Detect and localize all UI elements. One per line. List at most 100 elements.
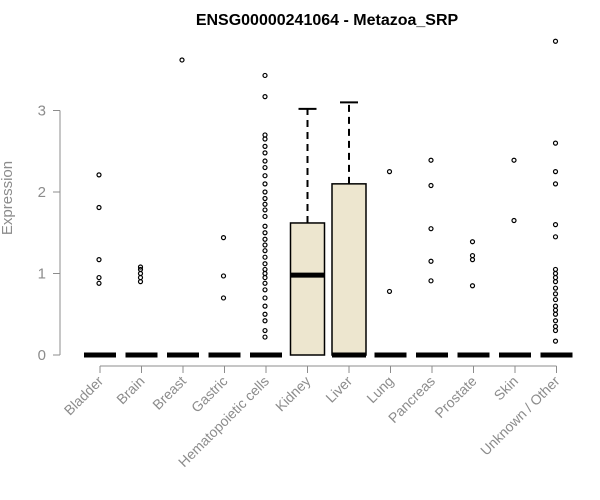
outlier-point <box>469 239 476 245</box>
outlier-point <box>552 296 559 303</box>
boxes-layer <box>84 101 573 358</box>
y-tick-label: 2 <box>38 184 46 201</box>
outlier-point <box>262 266 268 273</box>
outlier-point <box>262 173 268 179</box>
y-tick-label: 0 <box>38 347 46 364</box>
outlier-point <box>137 270 144 277</box>
outlier-point <box>262 280 268 286</box>
outlier-point <box>262 201 268 207</box>
x-tick-label: Liver <box>322 373 355 406</box>
outlier-point <box>220 235 227 241</box>
outlier-point <box>552 266 559 273</box>
outlier-point <box>262 295 268 301</box>
y-axis: 0 1 2 3 <box>38 103 61 364</box>
outlier-point <box>262 254 268 260</box>
outlier-point <box>552 234 559 240</box>
box-iqr <box>289 222 326 356</box>
outlier-point <box>428 226 434 232</box>
outlier-point <box>552 222 559 228</box>
outlier-point <box>179 57 185 63</box>
outlier-point <box>262 195 268 202</box>
outlier-point <box>262 72 268 79</box>
outlier-point <box>262 189 268 195</box>
outlier-point <box>262 181 268 187</box>
outlier-point <box>552 327 559 334</box>
outlier-point <box>469 252 476 259</box>
outliers-layer <box>96 38 559 344</box>
outlier-point <box>469 283 476 289</box>
outlier-point <box>262 150 268 156</box>
y-tick-label: 3 <box>38 103 46 120</box>
outlier-point <box>386 288 393 295</box>
outlier-point <box>262 230 268 236</box>
box-iqr <box>331 183 367 356</box>
outlier-point <box>552 323 559 330</box>
outlier-point <box>262 242 268 248</box>
outlier-point <box>262 248 268 254</box>
outlier-point <box>262 94 268 100</box>
outlier-point <box>96 274 102 281</box>
outlier-point <box>262 334 268 340</box>
outlier-point <box>262 327 268 334</box>
outlier-point <box>262 213 268 220</box>
outlier-point <box>262 136 268 142</box>
outlier-point <box>552 270 559 277</box>
outlier-point <box>262 158 268 164</box>
outlier-point <box>428 278 434 284</box>
outlier-point <box>262 223 268 229</box>
outlier-point <box>469 257 476 263</box>
outlier-point <box>552 38 559 44</box>
outlier-point <box>511 217 517 224</box>
y-tick-label: 1 <box>38 266 46 283</box>
outlier-point <box>220 273 227 279</box>
outlier-point <box>552 307 559 313</box>
outlier-point <box>552 140 559 146</box>
outlier-point <box>262 261 268 267</box>
outlier-point <box>262 236 268 242</box>
outlier-point <box>552 303 559 309</box>
outlier-point <box>552 169 559 175</box>
outlier-point <box>137 264 144 270</box>
outlier-point <box>428 258 434 264</box>
y-axis-label: Expression <box>0 161 16 235</box>
outlier-point <box>96 280 102 286</box>
outlier-point <box>262 287 268 293</box>
outlier-point <box>96 257 102 263</box>
outlier-point <box>262 164 268 171</box>
outlier-point <box>552 279 559 285</box>
x-tick-label: Kidney <box>272 373 314 415</box>
outlier-point <box>262 318 268 324</box>
outlier-point <box>137 274 144 281</box>
outlier-point <box>262 132 268 138</box>
outlier-point <box>262 270 268 277</box>
box-liver <box>331 101 367 358</box>
outlier-point <box>552 291 559 297</box>
x-tick-label: Prostate <box>431 373 479 421</box>
outlier-point <box>552 311 559 317</box>
outlier-point <box>552 318 559 324</box>
outlier-point <box>137 266 144 273</box>
x-tick-label: Bladder <box>61 373 107 419</box>
outlier-point <box>137 279 144 285</box>
outlier-point <box>552 338 559 344</box>
outlier-point <box>511 157 517 163</box>
x-tick-label: Brain <box>113 373 147 407</box>
outlier-point <box>262 274 268 281</box>
outlier-point <box>552 274 559 281</box>
x-tick-label: Lung <box>363 373 396 406</box>
outlier-point <box>552 181 559 187</box>
outlier-point <box>428 157 434 163</box>
outlier-point <box>428 182 434 189</box>
outlier-point <box>552 285 559 291</box>
outlier-point <box>262 311 268 317</box>
box-kidney <box>289 107 326 356</box>
chart-title: ENSG00000241064 - Metazoa_SRP <box>196 12 459 29</box>
outlier-point <box>386 169 393 175</box>
outlier-point <box>262 207 268 213</box>
x-tick-label: Breast <box>149 373 189 413</box>
outlier-point <box>262 143 268 149</box>
x-tick-label: Skin <box>491 373 522 404</box>
outlier-point <box>96 172 102 178</box>
